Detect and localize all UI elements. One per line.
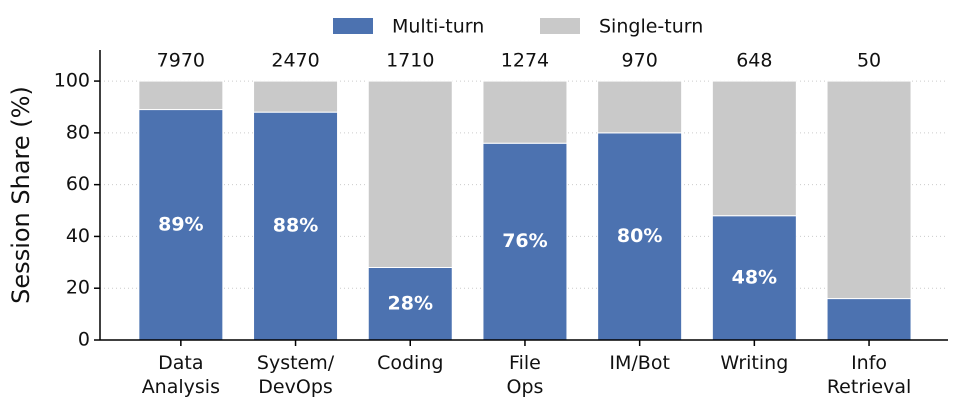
legend-label: Multi-turn [392, 16, 484, 38]
count-label: 648 [736, 50, 772, 72]
count-label: 1710 [386, 50, 434, 72]
value-label: 76% [502, 230, 547, 252]
value-label: 89% [158, 213, 203, 235]
bar-segment [482, 80, 568, 144]
count-label: 50 [857, 50, 881, 72]
value-label: 88% [273, 215, 318, 237]
y-tick-label: 20 [66, 277, 90, 299]
count-label: 7970 [157, 50, 205, 72]
y-tick-label: 0 [78, 329, 90, 351]
value-label: 28% [388, 292, 433, 314]
count-label: 2470 [271, 50, 319, 72]
count-label: 970 [622, 50, 658, 72]
x-tick-label: Data Analysis [142, 352, 220, 398]
x-tick-label: Info Retrieval [827, 352, 911, 398]
x-tick-label: Writing [720, 352, 788, 374]
bar-segment [597, 132, 683, 341]
bar-segment [138, 80, 224, 111]
value-label: 48% [732, 266, 777, 288]
legend-swatch [333, 18, 373, 34]
bar-segment [597, 80, 683, 134]
legend-label: Single-turn [599, 16, 703, 38]
bar-segment [367, 80, 453, 268]
count-label: 1274 [501, 50, 549, 72]
bar-segment [138, 109, 224, 341]
x-tick-label: System/DevOps [257, 352, 335, 398]
bar-segment [711, 80, 797, 217]
legend-swatch [540, 18, 580, 34]
x-tick-label: File Ops [506, 352, 543, 398]
bar-segment [482, 142, 568, 341]
y-tick-label: 100 [54, 70, 90, 92]
y-tick-label: 80 [66, 121, 90, 143]
x-tick-label: Coding [377, 352, 443, 374]
bar-segment [826, 80, 912, 300]
bar-segment [826, 298, 912, 341]
value-label: 80% [617, 225, 662, 247]
y-axis-label: Session Share (%) [7, 86, 35, 304]
x-tick-label: IM/Bot [609, 352, 670, 374]
bar-segment [253, 80, 339, 113]
y-tick-label: 40 [66, 225, 90, 247]
y-tick-label: 60 [66, 173, 90, 195]
